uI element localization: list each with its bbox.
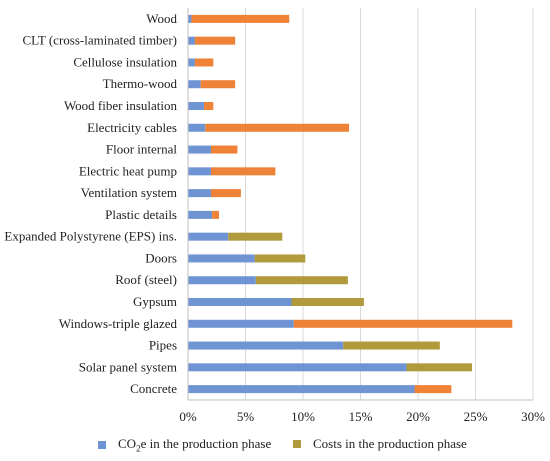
bar-series-1 <box>255 276 348 285</box>
bar-series-0 <box>188 319 294 328</box>
bar-series-2 <box>205 123 349 132</box>
category-label: CLT (cross-laminated timber) <box>22 33 177 48</box>
category-label: Floor internal <box>106 142 178 157</box>
bar-series-0 <box>188 167 211 176</box>
legend-label-costs: Costs in the production phase <box>313 436 467 451</box>
bar-series-0 <box>188 210 213 219</box>
bar-series-2 <box>191 14 290 23</box>
bar-series-1 <box>254 254 306 263</box>
x-tick-label: 15% <box>349 409 373 424</box>
bar-series-1 <box>343 341 440 350</box>
bar-series-0 <box>188 14 192 23</box>
category-label: Thermo-wood <box>103 76 178 91</box>
category-label: Windows-triple glazed <box>59 316 178 331</box>
bar-series-2 <box>212 210 220 219</box>
bar-series-2 <box>211 167 276 176</box>
bar-series-2 <box>204 102 214 110</box>
legend-item-costs: Costs in the production phase <box>293 436 467 452</box>
bar-series-2 <box>293 319 513 328</box>
bar-series-1 <box>228 232 283 241</box>
category-label: Ventilation system <box>81 185 177 200</box>
bar-series-0 <box>188 385 415 394</box>
legend-swatch-co2 <box>98 440 106 449</box>
bar-series-2 <box>211 145 238 154</box>
legend-item-co2: CO2e in the production phase <box>98 436 271 454</box>
bar-series-0 <box>188 341 344 350</box>
bar-series-1 <box>291 298 364 306</box>
category-label: Doors <box>145 250 177 265</box>
bar-series-0 <box>188 363 407 372</box>
bar-series-0 <box>188 123 206 132</box>
category-label: Electric heat pump <box>79 163 177 178</box>
category-label: Solar panel system <box>79 359 177 374</box>
bar-series-0 <box>188 102 205 110</box>
bar-series-2 <box>211 189 241 198</box>
x-tick-label: 20% <box>406 409 430 424</box>
legend: CO2e in the production phase Costs in th… <box>0 436 550 456</box>
bar-series-2 <box>194 36 236 45</box>
x-tick-label: 25% <box>464 409 488 424</box>
category-label: Concrete <box>130 381 177 396</box>
bar-series-0 <box>188 254 255 263</box>
bar-series-0 <box>188 80 201 89</box>
x-tick-label: 5% <box>237 409 255 424</box>
category-label: Electricity cables <box>87 120 177 135</box>
x-tick-label: 0% <box>179 409 197 424</box>
category-label: Roof (steel) <box>115 272 177 287</box>
category-label: Gypsum <box>133 294 177 309</box>
category-label: Pipes <box>149 338 177 353</box>
x-tick-label: 30% <box>521 409 545 424</box>
bar-series-0 <box>188 58 195 67</box>
bar-series-0 <box>188 189 211 198</box>
x-tick-label: 10% <box>291 409 315 424</box>
legend-label-co2: CO2e in the production phase <box>118 436 272 454</box>
bar-series-2 <box>414 385 452 394</box>
bar-series-2 <box>200 80 236 89</box>
bar-series-0 <box>188 36 195 45</box>
legend-swatch-costs <box>293 440 301 448</box>
category-label: Plastic details <box>105 207 177 222</box>
bar-series-0 <box>188 232 229 241</box>
bar-series-0 <box>188 276 256 285</box>
bar-series-0 <box>188 145 211 154</box>
category-label: Cellulose insulation <box>73 54 177 69</box>
category-label: Wood fiber insulation <box>64 98 178 113</box>
bar-series-2 <box>194 58 214 67</box>
category-label: Wood <box>146 11 177 26</box>
category-label: Expanded Polystyrene (EPS) ins. <box>4 229 177 244</box>
bar-series-1 <box>406 363 473 372</box>
bar-series-0 <box>188 298 292 306</box>
